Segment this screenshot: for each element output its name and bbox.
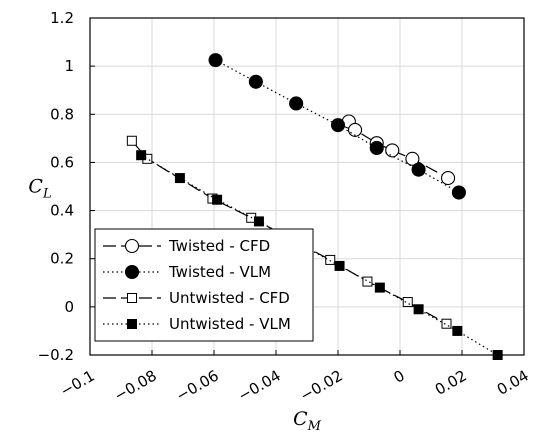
series-line (140, 154, 498, 356)
plot-frame (89, 17, 525, 356)
y-tick-label: 0.4 (50, 202, 74, 220)
data-point (402, 297, 413, 308)
data-point (174, 173, 185, 184)
x-axis-label-main: C (293, 408, 308, 430)
data-point (347, 122, 363, 137)
legend-item: Twisted - CFD (103, 237, 270, 255)
data-point (369, 140, 384, 156)
x-tick-label: −0.04 (235, 367, 284, 406)
data-point (441, 318, 452, 329)
data-point (208, 53, 223, 68)
y-tick-label: 0.6 (50, 153, 74, 171)
legend-label: Untwisted - VLM (169, 315, 291, 333)
x-tick-label: −0.1 (57, 367, 98, 401)
legend-marker (127, 319, 137, 329)
series-0 (341, 114, 456, 186)
data-point (385, 143, 400, 158)
legend-marker (127, 293, 137, 303)
data-point (289, 96, 304, 111)
legend-item: Untwisted - VLM (103, 315, 291, 333)
legend-label: Twisted - VLM (168, 263, 271, 281)
y-axis-label-sub: L (42, 187, 52, 202)
x-tick-label: −0.08 (111, 367, 160, 406)
data-point (362, 276, 373, 287)
data-point (405, 151, 420, 166)
data-point (126, 135, 137, 146)
data-point (248, 74, 263, 89)
legend-item: Untwisted - CFD (103, 289, 290, 307)
x-tick-label: 0.02 (432, 367, 470, 399)
data-point (374, 282, 385, 293)
y-axis-label: CL (28, 176, 51, 202)
y-axis-label-main: C (28, 176, 43, 198)
legend-marker (124, 264, 140, 280)
data-point (451, 185, 466, 200)
x-tick-label: 0 (391, 367, 408, 387)
data-point (334, 260, 345, 271)
x-axis-ticks: −0.1 −0.08 −0.06 −0.04 −0.02 0 0.02 0.04 (57, 350, 532, 405)
y-tick-label: 1 (64, 57, 74, 75)
data-point (411, 162, 426, 177)
data-point (413, 304, 424, 315)
data-point (330, 118, 346, 133)
data-point (440, 171, 456, 186)
y-tick-label: 0 (64, 298, 74, 316)
data-point (212, 194, 223, 205)
data-point (253, 216, 264, 227)
series-1 (208, 53, 466, 200)
legend-marker (124, 238, 140, 254)
x-axis-label: CM (293, 408, 322, 434)
y-tick-label: 1.2 (50, 9, 74, 27)
legend-label: Untwisted - CFD (169, 289, 290, 307)
legend-label: Twisted - CFD (168, 237, 270, 255)
x-tick-label: −0.06 (173, 367, 222, 406)
x-tick-label: 0.04 (494, 367, 532, 399)
y-tick-label: 0.2 (50, 250, 74, 268)
y-tick-label: 0.8 (50, 105, 74, 123)
series-3 (136, 150, 503, 360)
y-axis-ticks: −0.2 0 0.2 0.4 0.6 0.8 1 1.2 (38, 9, 95, 364)
plot-series (126, 53, 503, 360)
data-point (136, 150, 147, 161)
data-point (452, 325, 463, 336)
legend: Twisted - CFD Twisted - VLM Untwisted - CF… (94, 228, 314, 342)
legend-item: Twisted - VLM (103, 263, 271, 281)
x-tick-label: −0.02 (297, 367, 346, 406)
data-point (325, 254, 336, 265)
y-tick-label: −0.2 (38, 346, 74, 364)
x-axis-label-sub: M (307, 419, 322, 434)
